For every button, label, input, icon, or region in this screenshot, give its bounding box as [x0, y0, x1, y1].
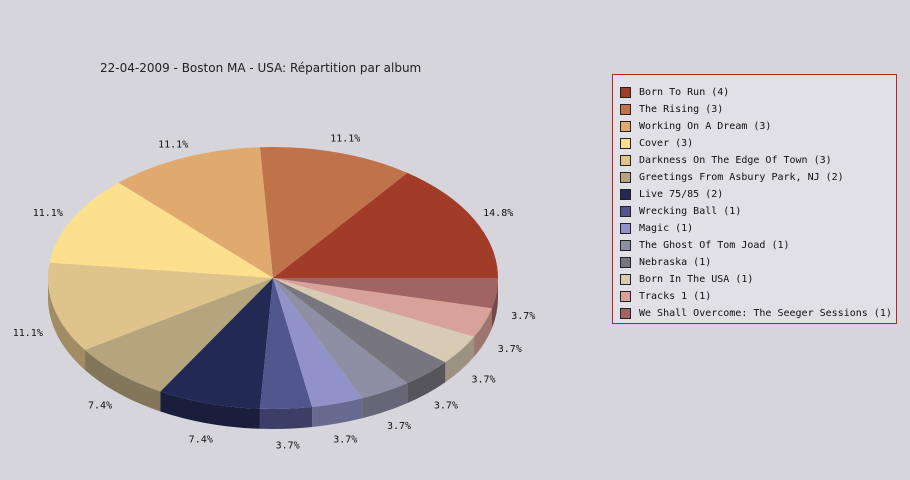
slice-percent-label: 14.8% [483, 208, 513, 219]
legend-swatch [620, 257, 631, 268]
legend-label: Live 75/85 (2) [639, 189, 724, 200]
legend-label: Magic (1) [639, 223, 694, 234]
pie-slice [160, 278, 273, 409]
slice-percent-label: 7.4% [88, 401, 112, 412]
legend-swatch [620, 223, 631, 234]
legend-swatch [620, 240, 631, 251]
legend-swatch [620, 274, 631, 285]
pie-slice-side [445, 336, 475, 383]
legend-item: Born To Run (4) [620, 84, 896, 101]
slice-percent-label: 3.7% [333, 435, 357, 446]
legend-swatch [620, 87, 631, 98]
slice-percent-label: 3.7% [434, 401, 458, 412]
pie-slice-side [160, 391, 260, 429]
legend-label: Nebraska (1) [639, 257, 712, 268]
pie-chart: 14.8% 11.1% 11.1% 11.1% 11.1% 7.4% 7.4% 3.7% 3.7… [13, 133, 536, 451]
legend-label: Tracks 1 (1) [639, 291, 712, 302]
pie-slice-side [259, 407, 313, 430]
chart-title: 22-04-2009 - Boston MA - USA: Répartitio… [100, 61, 422, 75]
legend-label: Born In The USA (1) [639, 274, 754, 285]
legend-item: Born In The USA (1) [620, 271, 896, 288]
legend-label: Cover (3) [639, 138, 694, 149]
legend-swatch [620, 206, 631, 217]
legend-item: We Shall Overcome: The Seeger Sessions (… [620, 305, 896, 322]
slice-percent-label: 11.1% [158, 139, 188, 150]
legend-swatch [620, 121, 631, 132]
legend-swatch [620, 155, 631, 166]
pie-slice [259, 146, 408, 278]
legend-label: Working On A Dream (3) [639, 121, 772, 132]
slice-percent-label: 11.1% [33, 208, 63, 219]
legend-swatch [620, 189, 631, 200]
legend-item: Working On A Dream (3) [620, 118, 896, 135]
legend-item: Wrecking Ball (1) [620, 203, 896, 220]
pie-slice [273, 278, 408, 399]
pie-slice [273, 278, 363, 408]
pie-slice [47, 262, 273, 350]
pie-slice-side [48, 278, 86, 370]
pie-slice [273, 278, 498, 309]
pie-slice [118, 147, 273, 278]
legend-swatch [620, 172, 631, 183]
legend-item: Live 75/85 (2) [620, 186, 896, 203]
legend-swatch [620, 104, 631, 115]
pie-slice-side [407, 362, 446, 404]
pie-slice-side [312, 398, 363, 428]
legend-item: Nebraska (1) [620, 254, 896, 271]
legend-swatch [620, 308, 631, 319]
legend-item: Cover (3) [620, 135, 896, 152]
legend-swatch [620, 138, 631, 149]
pie-slice-side [491, 278, 498, 329]
pie-slice [273, 278, 475, 363]
pie-slice [273, 278, 492, 337]
slice-percent-label: 7.4% [189, 435, 213, 446]
pie-slice-side [474, 308, 492, 357]
legend-item: Magic (1) [620, 220, 896, 237]
legend-label: The Rising (3) [639, 104, 724, 115]
pie-slice-side [85, 349, 161, 412]
slice-percent-label: 3.7% [471, 375, 495, 386]
pie-slice [273, 172, 498, 278]
pie-slice [273, 278, 446, 384]
legend-item: Tracks 1 (1) [620, 288, 896, 305]
pie-slice [49, 182, 274, 278]
slice-percent-label: 3.7% [387, 421, 411, 432]
legend: Born To Run (4) The Rising (3) Working On … [612, 74, 897, 324]
legend-label: Greetings From Asbury Park, NJ (2) [639, 172, 844, 183]
legend-swatch [620, 291, 631, 302]
legend-label: Darkness On The Edge Of Town (3) [639, 155, 832, 166]
pie-slice-side [362, 383, 408, 419]
legend-item: Darkness On The Edge Of Town (3) [620, 152, 896, 169]
legend-item: The Rising (3) [620, 101, 896, 118]
slice-percent-label: 3.7% [498, 344, 522, 355]
slice-percent-label: 11.1% [13, 328, 43, 339]
legend-label: The Ghost Of Tom Joad (1) [639, 240, 790, 251]
pie-slice [259, 278, 313, 409]
pie-slice [85, 278, 273, 392]
legend-label: We Shall Overcome: The Seeger Sessions (… [639, 308, 892, 319]
legend-item: The Ghost Of Tom Joad (1) [620, 237, 896, 254]
slice-percent-label: 11.1% [330, 133, 360, 144]
slice-percent-label: 3.7% [276, 440, 300, 451]
legend-label: Wrecking Ball (1) [639, 206, 742, 217]
slice-percent-label: 3.7% [511, 311, 535, 322]
legend-item: Greetings From Asbury Park, NJ (2) [620, 169, 896, 186]
legend-label: Born To Run (4) [639, 87, 730, 98]
